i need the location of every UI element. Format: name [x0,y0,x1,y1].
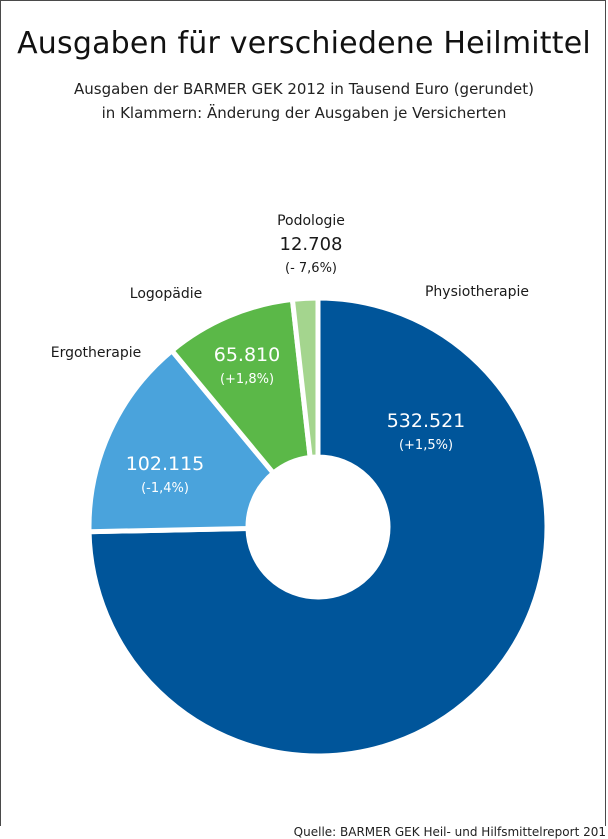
chart-title: Ausgaben für verschiedene Heilmittel [17,26,591,61]
slice-logopädie [168,296,313,477]
slice-physiotherapie [86,295,550,759]
slice-label-physiotherapie: Physiotherapie [425,284,529,300]
slice-podologie [289,295,321,461]
slice-label-logopädie: Logopädie [130,286,202,302]
slice-change-podologie: (- 7,6%) [285,261,337,276]
slice-value-logopädie: 65.810 [214,344,280,366]
slice-value-ergotherapie: 102.115 [126,453,205,475]
slice-value-physiotherapie: 532.521 [387,410,466,432]
slice-label-podologie: Podologie [277,213,345,229]
chart-subtitle-line2: in Klammern: Änderung der Ausgaben je Ve… [101,104,507,122]
slice-change-logopädie: (+1,8%) [220,372,274,387]
source-note: Quelle: BARMER GEK Heil- und Hilfsmittel… [293,825,606,839]
slice-value-podologie: 12.708 [280,234,343,255]
slice-label-ergotherapie: Ergotherapie [51,345,142,361]
chart-subtitle-line1: Ausgaben der BARMER GEK 2012 in Tausend … [74,80,534,98]
slice-change-physiotherapie: (+1,5%) [399,438,453,453]
slice-change-ergotherapie: (-1,4%) [141,481,189,496]
slice-ergotherapie [86,347,277,535]
